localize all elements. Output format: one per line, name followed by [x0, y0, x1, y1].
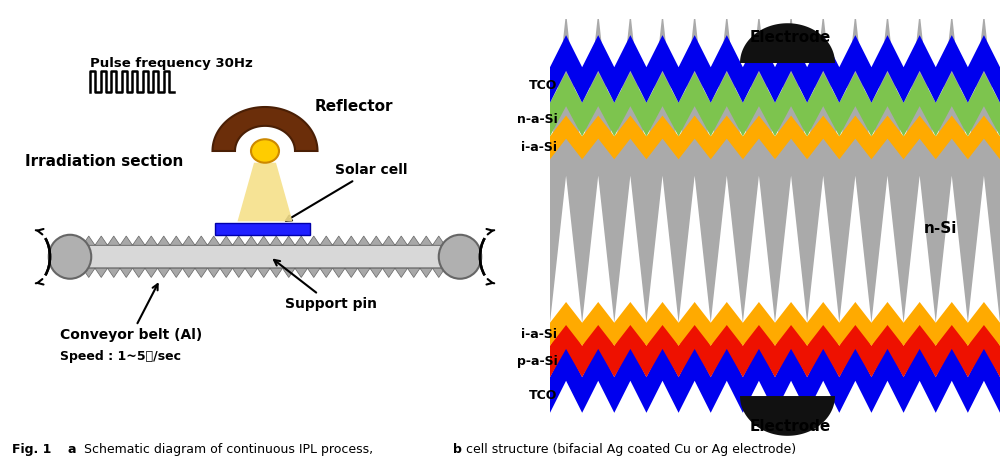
Polygon shape	[232, 236, 245, 245]
Polygon shape	[550, 12, 1000, 323]
Polygon shape	[295, 268, 308, 278]
Polygon shape	[358, 236, 370, 245]
Polygon shape	[395, 268, 408, 278]
Polygon shape	[550, 116, 1000, 159]
Polygon shape	[220, 268, 232, 278]
Polygon shape	[258, 268, 270, 278]
Polygon shape	[345, 236, 358, 245]
Text: Solar cell: Solar cell	[286, 163, 408, 221]
Polygon shape	[232, 268, 245, 278]
Polygon shape	[432, 268, 445, 278]
Polygon shape	[270, 268, 283, 278]
Polygon shape	[132, 236, 145, 245]
Polygon shape	[132, 268, 145, 278]
Text: p-a-Si: p-a-Si	[517, 355, 558, 368]
Polygon shape	[308, 268, 320, 278]
Polygon shape	[358, 268, 370, 278]
Polygon shape	[550, 302, 1000, 346]
Circle shape	[251, 139, 279, 163]
Polygon shape	[208, 268, 220, 278]
Polygon shape	[108, 236, 120, 245]
Polygon shape	[182, 268, 195, 278]
Polygon shape	[82, 268, 95, 278]
Polygon shape	[95, 268, 108, 278]
Text: b: b	[453, 443, 462, 456]
Polygon shape	[345, 268, 358, 278]
Text: i-a-Si: i-a-Si	[522, 328, 558, 341]
Polygon shape	[245, 268, 258, 278]
Text: n-a-Si: n-a-Si	[517, 113, 558, 126]
Polygon shape	[432, 236, 445, 245]
Polygon shape	[382, 268, 395, 278]
Polygon shape	[108, 268, 120, 278]
Polygon shape	[408, 268, 420, 278]
Text: TCO: TCO	[529, 79, 558, 92]
Polygon shape	[283, 268, 295, 278]
Polygon shape	[408, 236, 420, 245]
Polygon shape	[740, 396, 835, 436]
Bar	[215, 223, 310, 235]
Polygon shape	[332, 268, 345, 278]
Polygon shape	[445, 268, 457, 278]
Polygon shape	[195, 236, 208, 245]
Text: n-Si: n-Si	[923, 221, 957, 236]
Polygon shape	[445, 236, 457, 245]
Text: a: a	[68, 443, 76, 456]
Polygon shape	[245, 236, 258, 245]
Text: Support pin: Support pin	[274, 260, 377, 311]
Text: cell structure (bifacial Ag coated Cu or Ag electrode): cell structure (bifacial Ag coated Cu or…	[462, 443, 796, 456]
Text: i-a-Si: i-a-Si	[522, 141, 558, 154]
Polygon shape	[320, 236, 332, 245]
Text: Conveyor belt (Al): Conveyor belt (Al)	[60, 284, 202, 343]
Polygon shape	[158, 236, 170, 245]
Polygon shape	[370, 236, 382, 245]
Polygon shape	[158, 268, 170, 278]
Polygon shape	[550, 345, 1000, 413]
Text: Electrode: Electrode	[749, 419, 831, 434]
Text: Fig. 1: Fig. 1	[12, 443, 51, 456]
Text: Schematic diagram of continuous IPL process,: Schematic diagram of continuous IPL proc…	[80, 443, 377, 456]
Polygon shape	[182, 236, 195, 245]
Polygon shape	[550, 317, 1000, 377]
FancyBboxPatch shape	[70, 245, 460, 268]
Polygon shape	[370, 268, 382, 278]
Polygon shape	[395, 236, 408, 245]
Polygon shape	[120, 268, 132, 278]
Polygon shape	[95, 236, 108, 245]
Text: Reflector: Reflector	[315, 99, 394, 114]
Ellipse shape	[439, 235, 481, 279]
Polygon shape	[320, 268, 332, 278]
Polygon shape	[120, 236, 132, 245]
Text: Irradiation section: Irradiation section	[25, 154, 183, 169]
Polygon shape	[220, 236, 232, 245]
Ellipse shape	[49, 235, 91, 279]
Polygon shape	[70, 236, 82, 245]
Polygon shape	[382, 236, 395, 245]
Polygon shape	[308, 236, 320, 245]
Text: Speed : 1~5㎎/sec: Speed : 1~5㎎/sec	[60, 350, 181, 364]
Polygon shape	[170, 268, 182, 278]
Polygon shape	[212, 107, 318, 151]
Text: Pulse frequency 30Hz: Pulse frequency 30Hz	[90, 57, 253, 70]
Polygon shape	[550, 73, 1000, 136]
Polygon shape	[420, 268, 432, 278]
Polygon shape	[283, 236, 295, 245]
Polygon shape	[550, 35, 1000, 103]
Polygon shape	[258, 236, 270, 245]
Polygon shape	[82, 236, 95, 245]
Polygon shape	[70, 268, 82, 278]
Polygon shape	[332, 236, 345, 245]
Polygon shape	[270, 236, 283, 245]
Polygon shape	[740, 23, 835, 63]
Polygon shape	[145, 236, 158, 245]
Polygon shape	[170, 236, 182, 245]
Text: Electrode: Electrode	[749, 30, 831, 45]
Polygon shape	[295, 236, 308, 245]
Text: TCO: TCO	[529, 389, 558, 402]
Polygon shape	[195, 268, 208, 278]
Polygon shape	[145, 268, 158, 278]
Polygon shape	[238, 163, 292, 221]
Polygon shape	[420, 236, 432, 245]
Polygon shape	[208, 236, 220, 245]
